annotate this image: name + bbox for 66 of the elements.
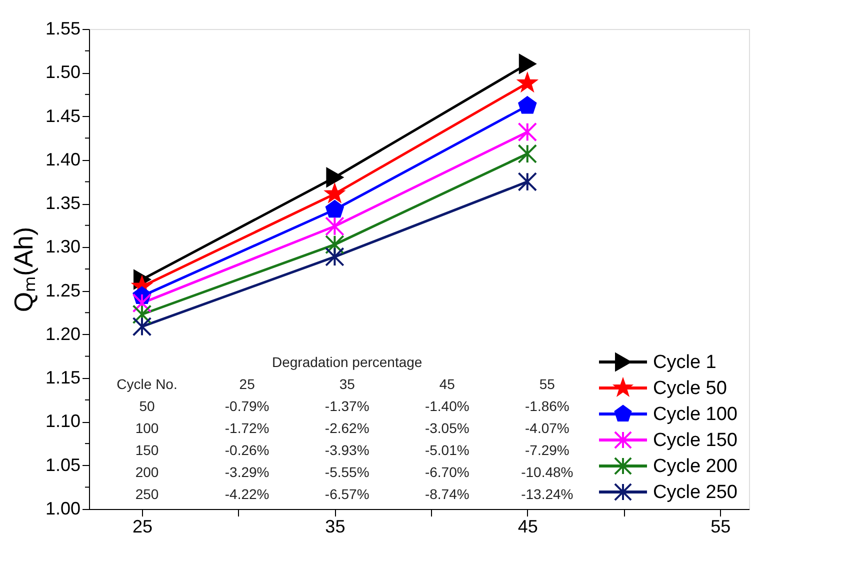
point [518, 122, 538, 142]
annotation: -4.22% [224, 486, 270, 502]
point [518, 54, 536, 74]
legend-label: Cycle 50 [653, 378, 727, 399]
point [132, 316, 152, 336]
annotation: 50 [139, 398, 156, 414]
annotation: 25 [239, 376, 256, 392]
annotation: -13.24% [521, 486, 574, 502]
y-tick-label: 1.55 [45, 18, 80, 38]
annotation: 250 [135, 486, 159, 502]
point [325, 216, 344, 236]
y-tick-label: 1.35 [45, 193, 80, 214]
annotation: -6.70% [424, 464, 470, 480]
annotation: 55 [539, 376, 556, 392]
legend-label: Cycle 100 [653, 404, 738, 425]
annotation: 200 [135, 464, 159, 480]
y-tick-label: 1.05 [45, 454, 80, 475]
legend-label: Cycle 150 [653, 430, 738, 451]
annotation: -1.37% [324, 398, 370, 414]
point [518, 73, 537, 92]
annotation: -2.62% [324, 420, 370, 436]
point [518, 172, 538, 192]
y-tick-label: 1.00 [45, 498, 80, 518]
point [518, 96, 537, 114]
annotation: -1.72% [224, 420, 270, 436]
annotation: 150 [135, 442, 159, 458]
y-axis-title: Qₘ(Ah) [8, 226, 38, 312]
y-tick-label: 1.20 [45, 324, 80, 344]
annotation: -5.55% [324, 464, 370, 480]
x-tick-label: 45 [518, 516, 538, 536]
point [518, 144, 538, 164]
y-tick-label: 1.30 [45, 236, 80, 257]
annotation: -3.29% [224, 464, 270, 480]
y-tick-label: 1.40 [45, 149, 80, 170]
legend-label: Cycle 200 [653, 456, 738, 477]
y-tick-label: 1.15 [45, 368, 80, 388]
annotation: 100 [135, 420, 159, 436]
annotation: -0.26% [224, 442, 270, 458]
y-tick-label: 1.10 [45, 411, 80, 432]
annotation: Degradation percentage [272, 354, 422, 370]
annotation: 45 [439, 376, 456, 392]
annotation: Cycle No. [116, 376, 178, 392]
annotation: 35 [339, 376, 356, 392]
annotation: -6.57% [324, 486, 370, 502]
annotation: -10.48% [521, 464, 574, 480]
y-tick-label: 1.45 [45, 106, 80, 126]
x-tick-label: 25 [132, 516, 153, 536]
annotation: -4.07% [525, 420, 570, 436]
annotation: -1.86% [525, 398, 570, 414]
y-tick-label: 1.25 [45, 280, 80, 300]
annotation: -0.79% [224, 398, 270, 414]
point [325, 247, 344, 266]
annotation: -8.74% [424, 486, 470, 502]
annotation: -3.93% [324, 442, 370, 458]
legend-label: Cycle 1 [653, 352, 716, 373]
legend-label: Cycle 250 [653, 482, 738, 503]
annotation: -1.40% [424, 398, 470, 414]
annotation: -7.29% [525, 442, 570, 458]
x-tick-label: 35 [325, 516, 346, 536]
x-tick-label: 55 [710, 516, 731, 536]
annotation: -5.01% [424, 442, 470, 458]
point [325, 184, 344, 202]
y-tick-label: 1.50 [45, 62, 80, 82]
point [326, 168, 344, 188]
annotation: -3.05% [424, 420, 470, 436]
point [325, 200, 344, 218]
